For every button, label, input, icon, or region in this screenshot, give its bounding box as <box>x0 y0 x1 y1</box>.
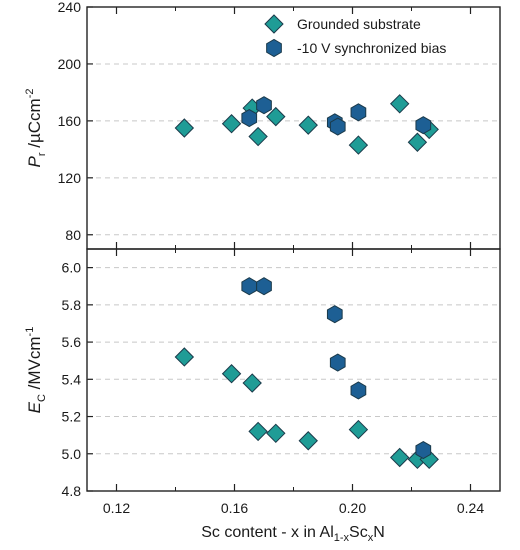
y-tick-label: 5.2 <box>62 409 82 425</box>
y-tick-label: 160 <box>58 113 82 129</box>
bias-point <box>256 277 272 296</box>
top-y-ticks: 80 120 160 200 240 <box>58 0 93 243</box>
y-tick-label: 5.0 <box>62 446 82 462</box>
bias-point <box>350 103 367 122</box>
bottom-gridlines <box>87 267 500 455</box>
grounded-point <box>348 135 369 155</box>
bottom-data-points <box>174 277 439 470</box>
legend: Grounded substrate -10 V synchronized bi… <box>264 14 446 58</box>
bias-point <box>241 108 258 128</box>
bottom-x-ticks <box>115 249 472 491</box>
bottom-y-ticks: 4.8 5.0 5.2 5.4 5.6 5.8 6.0 <box>62 260 93 499</box>
grounded-point <box>174 118 195 138</box>
x-tick-label: 0.24 <box>457 500 484 516</box>
top-y-axis-label: Pr /µCcm-2 <box>24 89 48 168</box>
top-data-points <box>174 94 439 155</box>
grounded-point <box>407 132 428 152</box>
bias-point <box>326 305 343 324</box>
legend-marker-grounded <box>264 14 284 34</box>
top-gridlines <box>87 63 500 236</box>
bias-point <box>329 353 346 372</box>
grounded-point <box>242 373 262 393</box>
y-tick-label: 5.6 <box>62 334 82 350</box>
x-tick-label: 0.12 <box>103 500 130 516</box>
grounded-point <box>248 126 268 147</box>
bias-point <box>350 381 367 400</box>
grounded-point <box>266 106 286 127</box>
grounded-point <box>174 347 195 367</box>
legend-marker-bias <box>266 38 282 58</box>
x-axis-label: Sc content - x in Al1-xScxN <box>201 524 385 544</box>
x-tick-labels: 0.12 0.16 0.20 0.24 <box>103 500 484 516</box>
grounded-point <box>221 114 242 134</box>
top-panel: 80 120 160 200 240 Pr /µCcm-2 Grounded subst… <box>24 0 501 250</box>
y-tick-label: 80 <box>65 227 81 243</box>
grounded-point <box>298 115 318 135</box>
y-tick-label: 6.0 <box>62 260 82 276</box>
grounded-point <box>248 421 268 442</box>
grounded-point <box>221 364 242 384</box>
grounded-point <box>266 423 286 443</box>
grounded-point <box>389 94 410 114</box>
y-tick-label: 120 <box>58 170 82 186</box>
grounded-point <box>348 419 369 440</box>
legend-label-grounded: Grounded substrate <box>297 16 421 32</box>
bottom-y-axis-label: EC /MVcm-1 <box>24 327 48 414</box>
y-tick-label: 240 <box>58 0 82 15</box>
x-tick-label: 0.16 <box>221 500 248 516</box>
bias-point <box>329 117 346 136</box>
bias-point <box>256 96 272 115</box>
grounded-point <box>389 447 410 468</box>
bias-point <box>415 116 432 135</box>
y-tick-label: 4.8 <box>62 483 82 499</box>
bias-point <box>241 277 258 296</box>
bottom-panel: 4.8 5.0 5.2 5.4 5.6 5.8 6.0 EC /MVcm-1 <box>24 248 501 499</box>
y-tick-label: 200 <box>58 56 82 72</box>
y-tick-label: 5.4 <box>62 371 82 387</box>
y-tick-label: 5.8 <box>62 297 82 313</box>
bias-point <box>415 440 432 460</box>
legend-diamond-icon <box>264 14 284 34</box>
x-tick-label: 0.20 <box>339 500 366 516</box>
legend-label-bias: -10 V synchronized bias <box>297 40 446 56</box>
bottom-plot-frame <box>86 248 501 492</box>
legend-hexagon-icon <box>266 38 282 58</box>
grounded-point <box>298 431 318 451</box>
